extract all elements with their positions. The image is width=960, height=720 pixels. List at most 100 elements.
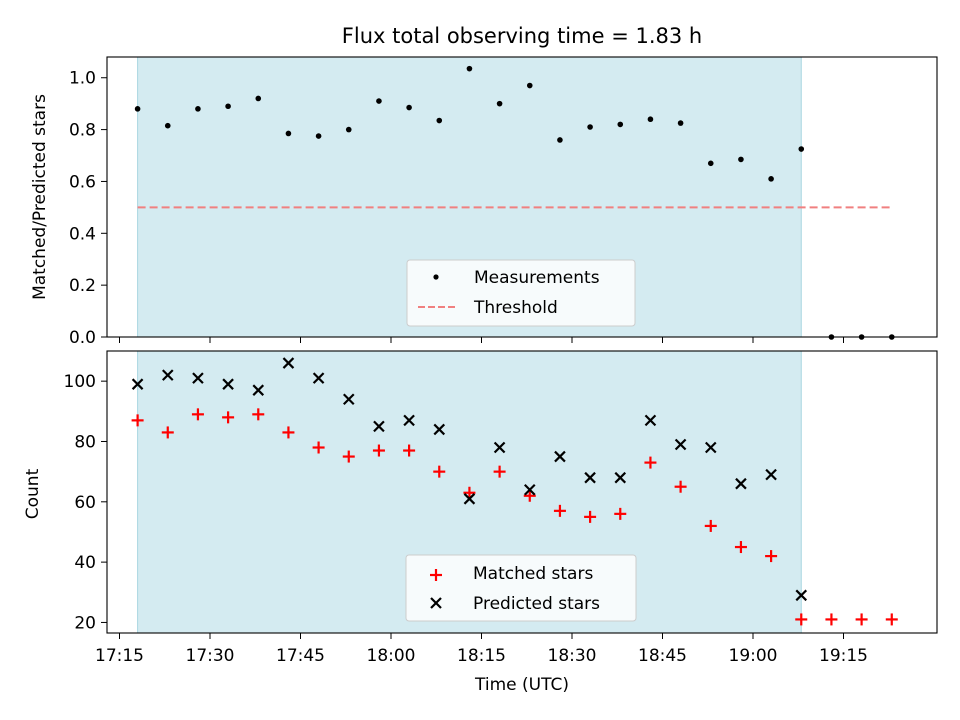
measurement-point <box>557 137 563 143</box>
top-plot-frame <box>106 56 938 338</box>
legend-predicted-marker <box>430 597 442 609</box>
matched-star-point <box>222 411 235 424</box>
top-ytick-label: 0.8 <box>69 121 96 141</box>
predicted-star-point <box>674 438 687 451</box>
top-y-axis-label: Matched/Predicted stars <box>30 94 50 300</box>
measurement-point <box>255 95 262 102</box>
xtick-label: 17:15 <box>95 646 144 666</box>
measurement-point <box>345 126 352 133</box>
measurement-point <box>647 116 654 123</box>
matched-star-point <box>614 507 627 520</box>
matched-star-point <box>855 613 868 626</box>
predicted-star-point <box>644 414 657 427</box>
measurement-point <box>526 82 533 89</box>
predicted-star-point <box>795 589 808 602</box>
predicted-star-point <box>131 378 144 390</box>
legend-threshold-label: Threshold <box>473 298 558 318</box>
measurement-point <box>195 106 201 112</box>
predicted-star-point <box>403 414 415 427</box>
xtick-label: 17:45 <box>276 646 325 666</box>
matched-star-point <box>372 444 385 457</box>
top-panel: 0.0 0.2 0.4 0.6 0.8 1.0 Matched/Predicted sta… <box>30 56 938 348</box>
measurement-point <box>436 117 443 124</box>
matched-star-point <box>674 480 687 493</box>
predicted-star-point <box>252 384 265 396</box>
predicted-star-point <box>373 420 385 433</box>
matched-star-point <box>131 414 144 427</box>
measurement-point <box>406 104 412 111</box>
count-points <box>131 357 898 626</box>
measurement-point <box>315 133 322 139</box>
predicted-star-point <box>312 372 325 384</box>
predicted-star-point <box>704 441 717 454</box>
xtick-label: 18:45 <box>638 646 687 666</box>
predicted-star-point <box>735 477 747 490</box>
predicted-star-point <box>523 483 536 496</box>
matched-star-point <box>493 465 506 478</box>
measurement-point <box>738 156 744 163</box>
matched-star-point <box>885 613 898 626</box>
predicted-star-point <box>192 372 204 384</box>
matched-star-point <box>704 519 717 532</box>
bottom-legend: Matched stars Predicted stars <box>405 554 637 622</box>
matched-star-point <box>161 426 174 439</box>
top-ytick-label: 1.0 <box>69 69 96 89</box>
measurement-points <box>134 65 895 340</box>
xtick-label: 18:30 <box>548 646 597 666</box>
legend-predicted-label: Predicted stars <box>473 594 600 614</box>
measurement-point <box>134 106 141 112</box>
bottom-ytick-label: 100 <box>64 372 96 392</box>
matched-star-point <box>553 504 566 517</box>
bottom-ytick-label: 20 <box>74 613 96 633</box>
measurement-point <box>376 98 382 104</box>
measurement-point <box>768 176 774 182</box>
measurement-point <box>164 122 171 129</box>
predicted-star-point <box>614 471 627 484</box>
xtick-label: 18:15 <box>457 646 506 666</box>
top-ytick-label: 0.4 <box>69 224 96 244</box>
chart-title: Flux total observing time = 1.83 h <box>342 24 702 48</box>
bottom-panel: 20 40 60 80 100 17:15 17:30 17:45 18:00 18:15 18:… <box>23 350 938 695</box>
measurement-point <box>466 65 473 72</box>
bottom-ytick-label: 60 <box>74 493 96 513</box>
bottom-plot-frame <box>106 350 938 634</box>
measurement-point <box>707 160 714 167</box>
predicted-star-point <box>222 378 234 390</box>
measurement-point <box>587 124 593 130</box>
matched-star-point <box>433 465 446 478</box>
matched-star-point <box>734 541 747 554</box>
predicted-star-point <box>282 357 295 369</box>
top-legend: Measurements Threshold <box>406 259 636 327</box>
xtick-label: 17:30 <box>186 646 235 666</box>
predicted-star-point <box>584 471 596 484</box>
matched-star-point <box>342 450 355 463</box>
predicted-star-point <box>433 423 446 436</box>
bottom-ytick-label: 80 <box>74 432 96 452</box>
legend-measurements-label: Measurements <box>474 268 600 288</box>
predicted-star-point <box>493 441 506 454</box>
predicted-star-point <box>554 450 566 463</box>
legend-matched-marker <box>430 569 442 581</box>
matched-star-point <box>312 441 325 454</box>
measurement-point <box>677 120 684 126</box>
matched-star-point <box>252 408 265 421</box>
legend-matched-label: Matched stars <box>473 564 593 584</box>
matched-star-point <box>795 613 808 626</box>
predicted-star-point <box>161 369 174 381</box>
matched-star-point <box>191 408 204 421</box>
xtick-label: 18:00 <box>367 646 416 666</box>
bottom-legend-box <box>405 554 637 622</box>
bottom-y-axis-label: Count <box>23 468 43 519</box>
measurement-point <box>798 146 805 152</box>
matched-star-point <box>282 426 295 439</box>
top-ytick-label: 0.6 <box>69 172 96 192</box>
matched-star-point <box>765 550 778 563</box>
measurement-point <box>496 100 503 107</box>
matched-star-point <box>584 510 597 523</box>
x-axis-label: Time (UTC) <box>474 675 569 695</box>
top-ytick-label: 0.2 <box>69 276 96 296</box>
top-legend-box <box>406 259 636 327</box>
matched-star-point <box>644 456 657 469</box>
bottom-ytick-label: 40 <box>74 553 96 573</box>
